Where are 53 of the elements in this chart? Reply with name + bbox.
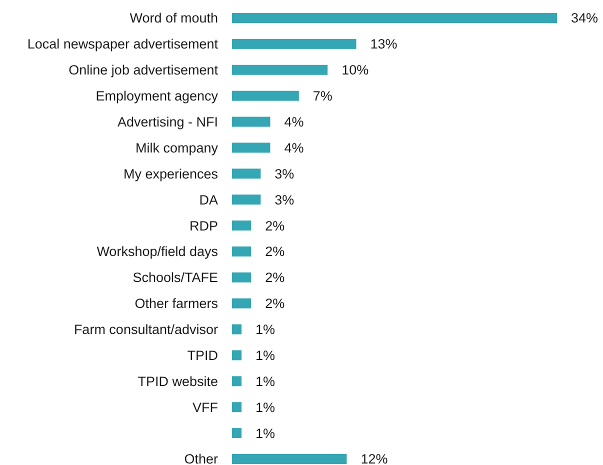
y-tick-label: Farm consultant/advisor [74,322,218,338]
data-label: 3% [274,166,294,182]
data-label: 4% [284,114,304,130]
bar [232,376,242,386]
bar [232,454,347,464]
y-tick-label: Employment agency [96,88,218,104]
y-tick-label: Workshop/field days [96,244,218,260]
bar [232,298,252,308]
bar [232,324,242,334]
y-tick-label: RDP [189,218,218,234]
bar [232,246,252,256]
y-tick-label: Schools/TAFE [132,270,218,286]
bar [232,220,252,231]
bar [232,350,242,360]
data-label: 7% [312,88,332,104]
y-tick-label: Local newspaper advertisement [27,36,218,52]
y-tick-label: TPID [187,348,218,363]
y-tick-label: Milk company [135,140,218,156]
y-tick-label: Word of mouth [130,10,218,26]
data-label: 2% [265,270,285,286]
data-label: 4% [284,140,304,156]
bar [232,90,299,101]
y-tick-label: Other [184,452,218,465]
data-label: 1% [256,374,276,389]
bar [232,13,557,23]
bar [232,272,252,282]
y-tick-label: DA [199,192,218,208]
bar [232,194,261,205]
data-label: 1% [256,348,276,363]
bar [232,168,261,179]
data-label: 2% [265,244,285,260]
data-label: 1% [256,400,276,415]
bar [232,64,328,75]
bar [232,38,356,49]
y-tick-label: Advertising - NFI [117,114,218,130]
data-label: 12% [360,452,388,465]
data-label: 2% [265,296,285,312]
data-label: 10% [342,62,369,78]
y-tick-label: Online job advertisement [68,62,218,78]
y-tick-label: My experiences [123,166,218,182]
y-tick-label: TPID website [138,374,218,389]
bar [232,116,270,127]
data-label: 13% [370,36,398,52]
data-label: 2% [265,218,285,234]
bar [232,142,270,153]
y-tick-label: VFF [192,400,218,415]
bar [232,402,242,412]
data-label: 1% [256,426,276,441]
bar [232,428,242,438]
data-label: 34% [571,10,598,26]
data-label: 1% [256,322,276,338]
data-label: 3% [274,192,294,208]
y-tick-label: Other farmers [134,296,218,312]
